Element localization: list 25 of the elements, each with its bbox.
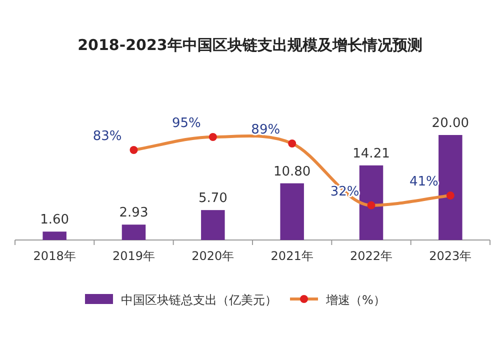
data-label: 41% <box>410 174 438 190</box>
x-tick-label: 2021年 <box>270 249 314 263</box>
x-tick-label: 2018年 <box>33 249 76 263</box>
title: 2018-2023年中国区块链支出规模及增长情况预测 <box>78 36 422 54</box>
data-label: 89% <box>251 122 280 138</box>
bar <box>280 183 304 240</box>
data-label: 95% <box>172 116 201 131</box>
bar <box>122 224 146 240</box>
data-label: 2.93 <box>119 206 148 221</box>
data-label: 14.21 <box>352 146 390 162</box>
data-label: 10.80 <box>273 164 311 180</box>
bar <box>201 210 225 240</box>
data-label: 83% <box>92 129 122 144</box>
data-label: 5.70 <box>198 191 228 206</box>
x-tick-label: 2023年 <box>429 249 472 263</box>
legend-label: 增速（%） <box>325 293 386 307</box>
bar <box>42 232 66 240</box>
x-tick-label: 2022年 <box>350 249 393 263</box>
data-label: 1.60 <box>40 212 70 228</box>
legend-label: 中国区块链总支出（亿美元） <box>121 293 277 307</box>
bar <box>359 165 384 240</box>
bar <box>438 135 462 240</box>
data-label: 20.00 <box>432 116 470 131</box>
x-tick-label: 2020年 <box>192 249 234 263</box>
x-tick-label: 2019年 <box>112 249 156 263</box>
